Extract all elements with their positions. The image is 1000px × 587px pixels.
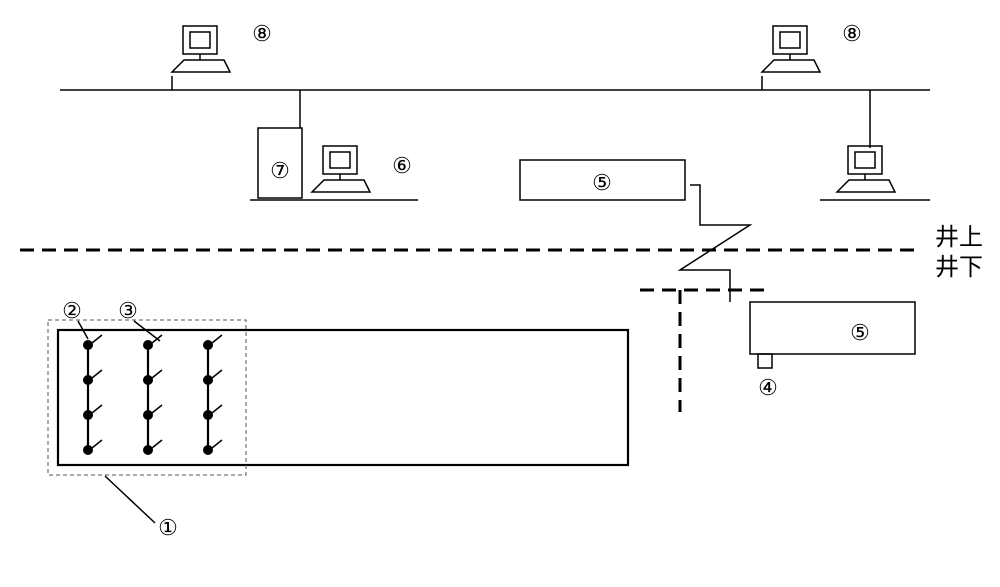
label-8-left: ⑧ <box>252 21 272 46</box>
column-dot <box>83 340 93 350</box>
label-4: ④ <box>758 375 778 400</box>
column-dot <box>83 445 93 455</box>
label-7: ⑦ <box>270 158 290 183</box>
column-dot <box>143 445 153 455</box>
label-8-right: ⑧ <box>842 21 862 46</box>
column-dot <box>203 445 213 455</box>
label-2: ② <box>62 298 82 323</box>
column-dot <box>143 410 153 420</box>
canvas-bg <box>0 0 1000 587</box>
column-dot <box>83 375 93 385</box>
column-dot <box>203 375 213 385</box>
label-5-upper: ⑤ <box>592 170 612 195</box>
label-below: 井下 <box>935 254 983 281</box>
column-dot <box>83 410 93 420</box>
column-dot <box>203 410 213 420</box>
label-3: ③ <box>118 298 138 323</box>
column-dot <box>143 375 153 385</box>
column-dot <box>203 340 213 350</box>
label-5-lower: ⑤ <box>850 320 870 345</box>
label-1: ① <box>158 515 178 540</box>
label-6: ⑥ <box>392 153 412 178</box>
label-above: 井上 <box>935 224 983 251</box>
column-dot <box>143 340 153 350</box>
